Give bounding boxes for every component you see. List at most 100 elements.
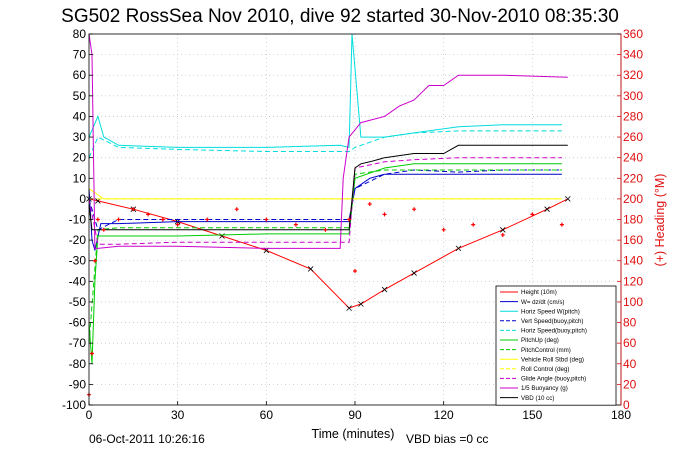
legend-entry: PitchControl (mm) <box>521 347 571 354</box>
y2-tick-label: 360 <box>623 27 643 41</box>
series-horiz-speed-buoy-pitch <box>88 130 562 158</box>
heading-point <box>412 207 417 212</box>
height-point <box>411 270 417 276</box>
footer-vbd-bias: VBD bias =0 cc <box>406 432 488 446</box>
legend-entry: Roll Control (deg) <box>521 366 570 373</box>
series-glide-angle-buoy-pitch <box>88 157 562 245</box>
height-point <box>565 196 571 202</box>
height-point <box>219 233 225 239</box>
y2-tick-label: 240 <box>623 151 643 165</box>
series-pitchcontrol-mm <box>88 169 562 344</box>
series-horiz-speed-w-pitch <box>88 33 562 149</box>
x-tick-label: 0 <box>86 408 93 422</box>
y-tick-label: -10 <box>69 213 87 227</box>
y-tick-label: 10 <box>73 171 87 185</box>
y2-tick-label: 80 <box>623 316 637 330</box>
heading-point <box>89 351 94 356</box>
y2-tick-label: 280 <box>623 109 643 123</box>
y-tick-label: -70 <box>69 336 87 350</box>
heading-point <box>131 207 136 212</box>
ticks-layer: 80706050403020100-10-20-30-40-50-60-70-8… <box>62 27 643 422</box>
height-point <box>455 245 462 252</box>
y-tick-label: 70 <box>73 48 87 62</box>
y2-tick-label: 220 <box>623 171 643 185</box>
x-tick-label: 60 <box>260 408 274 422</box>
height-point <box>346 305 352 311</box>
axes-layer <box>88 33 622 406</box>
x-tick-label: 150 <box>522 408 542 422</box>
heading-point <box>101 227 106 232</box>
y-tick-label: -30 <box>69 254 87 268</box>
heading-point <box>92 258 97 263</box>
heading-point <box>441 227 446 232</box>
legend-entry: W= dz/dt (cm/s) <box>521 299 565 306</box>
x-tick-label: 90 <box>348 408 362 422</box>
y2-tick-label: 40 <box>623 357 637 371</box>
heading-point <box>205 217 210 222</box>
x-tick-label: 120 <box>434 408 454 422</box>
legend-entry: Vehicle Roll Stbd (deg) <box>521 356 584 363</box>
footer-timestamp: 06-Oct-2011 10:26:16 <box>89 432 205 446</box>
legend-box <box>495 285 617 406</box>
heading-point <box>160 217 165 222</box>
y2-tick-label: 160 <box>623 233 643 247</box>
height-point <box>307 266 314 272</box>
x-tick-label: 30 <box>171 408 185 422</box>
series-vbd-10-cc <box>88 144 568 231</box>
heading-point <box>347 217 352 222</box>
x-axis-label: Time (minutes) <box>312 427 395 441</box>
legend-entry: Horiz Speed W(pitch) <box>521 308 580 315</box>
heading-point <box>264 217 269 222</box>
height-point <box>381 286 388 293</box>
y-tick-label: 50 <box>73 89 87 103</box>
height-point <box>358 301 364 307</box>
heading-point <box>500 232 505 237</box>
x-tick-label: 180 <box>611 408 631 422</box>
heading-point <box>146 212 151 217</box>
y2-tick-label: 140 <box>623 254 643 268</box>
heading-point <box>367 202 372 207</box>
y2-tick-label: 180 <box>623 213 643 227</box>
y2-tick-label: 60 <box>623 336 637 350</box>
heading-point <box>175 222 180 227</box>
heading-point <box>559 222 564 227</box>
heading-point <box>95 217 100 222</box>
y-tick-label: 30 <box>73 130 87 144</box>
legend-entry: Glide Angle (buoy,pitch) <box>521 376 586 383</box>
legend-entry: Vert Speed(buoy,pitch) <box>521 318 583 325</box>
y-tick-label: -100 <box>62 398 86 412</box>
y2-tick-label: 120 <box>623 274 643 288</box>
heading-point <box>116 217 121 222</box>
series-1-5-buoyancy-g <box>88 33 568 249</box>
heading-point <box>293 222 298 227</box>
legend-entry: 1/5 Buoyancy (g) <box>521 385 568 392</box>
y2-tick-label: 0 <box>623 398 630 412</box>
y2-tick-label: 340 <box>623 48 643 62</box>
y2-tick-label: 320 <box>623 68 643 82</box>
heading-point <box>382 212 387 217</box>
legend: Height (10m) W= dz/dt (cm/s) Horiz Speed W… <box>495 285 617 406</box>
legend-entry: Height (10m) <box>521 289 557 296</box>
y-tick-label: -60 <box>69 316 87 330</box>
y-tick-label: 40 <box>73 109 87 123</box>
y2-axis-label: (+) Heading (°M) <box>653 174 667 267</box>
heading-point <box>471 222 476 227</box>
y-tick-label: 0 <box>79 192 86 206</box>
y-tick-label: 80 <box>73 27 87 41</box>
heading-point <box>234 207 239 212</box>
y-tick-label: -40 <box>69 274 87 288</box>
y2-tick-label: 260 <box>623 130 643 144</box>
chart-title: SG502 RossSea Nov 2010, dive 92 started … <box>61 6 619 27</box>
series-layer <box>86 33 571 397</box>
legend-entry: Horiz Speed(buoy,pitch) <box>521 328 587 335</box>
heading-point <box>353 269 357 274</box>
legend-entry: PitchUp (deg) <box>521 337 559 344</box>
y2-tick-label: 200 <box>623 192 643 206</box>
y2-tick-label: 100 <box>623 295 643 309</box>
y2-tick-label: 300 <box>623 89 643 103</box>
y-tick-label: -80 <box>69 357 87 371</box>
y-tick-label: 20 <box>73 151 87 165</box>
y-tick-label: -20 <box>69 233 87 247</box>
legend-entry: VBD (10 cc) <box>521 395 554 402</box>
